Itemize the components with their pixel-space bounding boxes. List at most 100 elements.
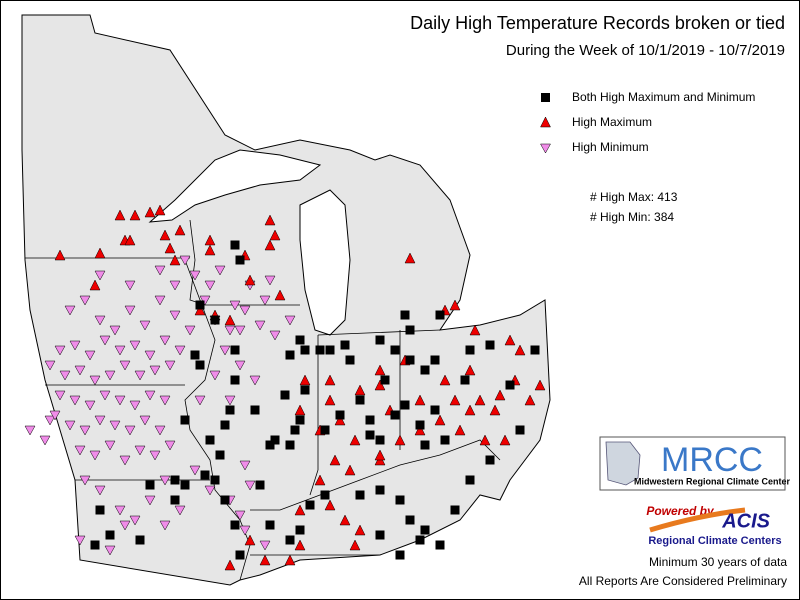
footer-note: All Reports Are Considered Preliminary: [579, 574, 787, 588]
both-marker: [285, 350, 295, 360]
high-min-marker: [44, 360, 56, 371]
both-marker: [530, 345, 540, 355]
high-min-marker: [74, 445, 86, 456]
high-min-marker: [69, 340, 81, 351]
both-marker: [270, 435, 280, 445]
title: Daily High Temperature Records broken or…: [410, 13, 785, 33]
high-min-marker: [39, 435, 51, 446]
both-marker: [405, 355, 415, 365]
both-marker: [335, 410, 345, 420]
high-min-marker: [84, 400, 96, 411]
high-min-marker: [234, 360, 246, 371]
high-min-marker: [244, 480, 256, 491]
high-min-marker: [124, 280, 136, 291]
high-min-marker: [104, 545, 116, 556]
high-max-marker: [169, 254, 181, 266]
high-max-marker: [124, 234, 136, 246]
high-min-marker: [194, 395, 206, 406]
high-min-marker: [204, 485, 216, 496]
high-min-marker: [139, 320, 151, 331]
high-max-marker: [284, 554, 296, 566]
high-max-marker: [354, 524, 366, 536]
high-max-marker: [324, 394, 336, 406]
high-min-marker: [169, 280, 181, 291]
high-max-marker: [504, 334, 516, 346]
state-border: [317, 329, 441, 336]
high-min-marker: [124, 305, 136, 316]
acis-logo: Powered by ACIS Regional Climate Centers: [646, 504, 781, 547]
high-min-marker: [119, 455, 131, 466]
high-min-marker: [89, 450, 101, 461]
high-max-marker: [329, 454, 341, 466]
high-max-marker: [374, 364, 386, 376]
high-max-marker: [374, 449, 386, 461]
rcc-text: Regional Climate Centers: [648, 535, 781, 547]
high-min-marker: [164, 440, 176, 451]
high-max-marker: [344, 464, 356, 476]
both-marker: [405, 325, 415, 335]
both-marker: [170, 495, 180, 505]
legend-inverted-triangle: [540, 143, 551, 154]
both-marker: [230, 345, 240, 355]
high-min-marker: [149, 450, 161, 461]
both-marker: [290, 425, 300, 435]
high-min-marker: [249, 375, 261, 386]
high-max-marker: [394, 434, 406, 446]
high-max-marker: [334, 414, 346, 426]
both-marker: [325, 345, 335, 355]
high-min-marker: [164, 360, 176, 371]
mrcc-logo: MRCC Midwestern Regional Climate Center: [599, 436, 791, 491]
both-marker: [340, 340, 350, 350]
high-max-marker: [434, 414, 446, 426]
high-max-marker: [144, 206, 156, 218]
high-min-marker: [54, 390, 66, 401]
powered-text: Powered by: [646, 504, 715, 518]
high-min-marker: [179, 255, 191, 266]
high-max-marker: [194, 304, 206, 316]
high-min-marker: [114, 345, 126, 356]
high-min-marker: [229, 300, 241, 311]
high-max-marker: [159, 229, 171, 241]
high-min-marker: [99, 335, 111, 346]
high-min-marker: [174, 345, 186, 356]
high-max-marker: [174, 224, 186, 236]
both-marker: [255, 480, 265, 490]
high-min-marker: [99, 390, 111, 401]
both-marker: [400, 310, 410, 320]
high-min-marker: [74, 365, 86, 376]
high-max-marker: [269, 229, 281, 241]
high-min-marker: [24, 425, 36, 436]
high-max-marker: [294, 539, 306, 551]
both-marker: [315, 345, 325, 355]
both-marker: [390, 410, 400, 420]
high-min-marker: [144, 495, 156, 506]
both-marker: [250, 405, 260, 415]
both-marker: [365, 415, 375, 425]
high-min-marker: [239, 460, 251, 471]
both-marker: [430, 405, 440, 415]
both-marker: [90, 540, 100, 550]
high-min-marker: [239, 305, 251, 316]
both-marker: [485, 455, 495, 465]
high-max-marker: [299, 374, 311, 386]
high-min-marker: [264, 275, 276, 286]
region: [21, 14, 551, 586]
high-min-marker: [94, 415, 106, 426]
state-border: [309, 335, 319, 496]
high-max-marker: [244, 534, 256, 546]
both-marker: [375, 530, 385, 540]
both-marker: [235, 255, 245, 265]
high-max-marker: [449, 394, 461, 406]
high-max-marker: [439, 374, 451, 386]
both-marker: [375, 435, 385, 445]
both-marker: [220, 495, 230, 505]
high-min-marker: [189, 270, 201, 281]
high-max-marker: [354, 384, 366, 396]
high-max-marker: [274, 289, 286, 301]
both-marker: [485, 340, 495, 350]
high-max-marker: [469, 324, 481, 336]
high-max-marker: [224, 314, 236, 326]
high-min-marker: [159, 395, 171, 406]
both-marker: [355, 490, 365, 500]
